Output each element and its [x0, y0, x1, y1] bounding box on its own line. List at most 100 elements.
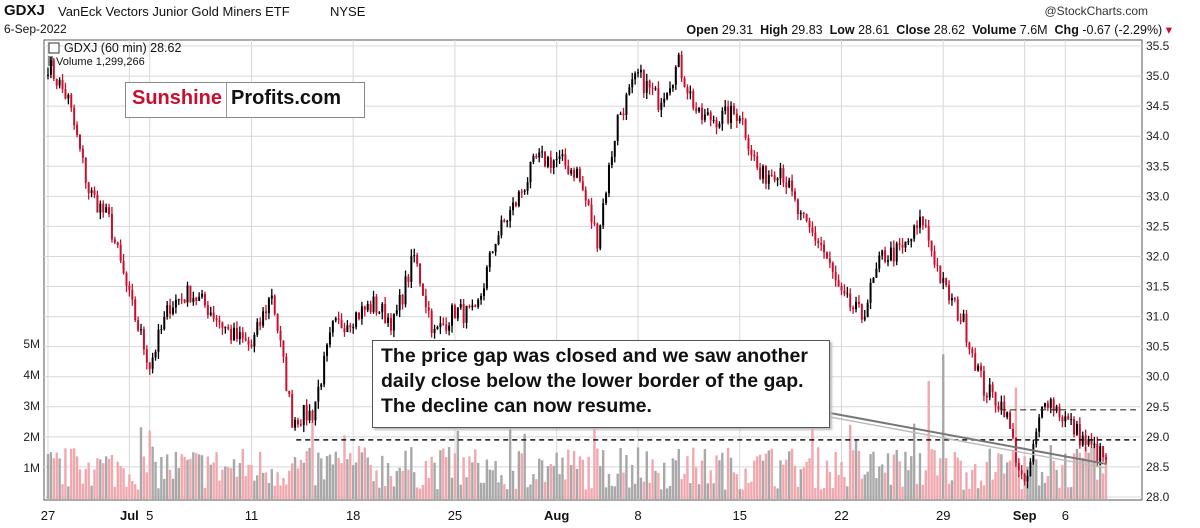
candle-body	[837, 280, 840, 287]
volume-bar	[860, 478, 864, 499]
candle-body	[189, 285, 192, 302]
candle-body	[427, 307, 430, 311]
volume-bar	[575, 468, 579, 499]
volume-bar	[247, 464, 250, 499]
candle-body	[849, 293, 852, 308]
candle-body	[823, 244, 826, 253]
volume-bar	[799, 469, 803, 499]
volume-bar	[569, 465, 573, 499]
candle-body	[762, 166, 765, 179]
price-tick-label: 34.5	[1146, 99, 1170, 113]
volume-value: 7.6M	[1019, 23, 1048, 37]
volume-bar	[741, 489, 744, 499]
candle-body	[218, 320, 221, 323]
volume-bar	[349, 453, 352, 499]
candle-body	[326, 344, 329, 356]
volume-bar	[148, 430, 151, 499]
volume-bar	[189, 458, 192, 499]
candle-body	[471, 305, 474, 308]
candle-body	[619, 113, 622, 115]
volume-bar	[104, 456, 108, 499]
time-tick-label: 11	[245, 508, 259, 523]
volume-bar	[136, 489, 140, 499]
volume-bar	[413, 472, 416, 499]
volume-bar	[494, 461, 497, 499]
candle-body	[142, 329, 145, 350]
candle-body	[520, 191, 523, 193]
volume-bar	[988, 448, 991, 499]
candle-body	[887, 260, 890, 262]
volume-bar	[648, 482, 651, 499]
candle-body	[230, 328, 233, 341]
volume-bar	[854, 438, 858, 499]
candle-body	[788, 180, 791, 188]
candle-body	[1058, 406, 1061, 418]
volume-bar	[622, 472, 625, 499]
volume-bar	[99, 459, 102, 499]
candle-body	[884, 250, 887, 262]
volume-bar	[628, 487, 631, 499]
volume-bar	[465, 477, 468, 499]
volume-bar	[122, 468, 125, 499]
candle-body	[363, 306, 366, 310]
candle-body	[294, 419, 297, 428]
candle-body	[389, 317, 392, 331]
volume-bar	[183, 456, 186, 499]
volume-bar	[761, 460, 765, 499]
candle-body	[1064, 416, 1067, 422]
volume-bar	[735, 474, 739, 499]
volume-bar	[712, 483, 715, 499]
candle-body	[1035, 431, 1038, 444]
volume-bar	[587, 456, 590, 499]
candle-body	[311, 410, 314, 421]
volume-bar	[523, 433, 526, 499]
candle-body	[950, 298, 953, 301]
candle-body	[721, 110, 724, 124]
candle-body	[605, 193, 608, 204]
volume-bar	[427, 477, 430, 499]
candle-body	[305, 404, 308, 421]
candle-body	[764, 166, 767, 184]
volume-bar	[360, 452, 364, 499]
volume-bar	[889, 484, 893, 499]
low-label: Low	[829, 23, 855, 37]
volume-bar	[49, 452, 53, 499]
volume-bar	[543, 481, 547, 499]
volume-bar	[694, 467, 698, 499]
candle-body	[419, 263, 422, 284]
candle-body	[430, 310, 433, 333]
candle-body	[825, 252, 828, 259]
candle-body	[1061, 417, 1064, 422]
time-tick-label: 25	[448, 508, 462, 523]
candle-body	[927, 225, 930, 241]
volume-bar	[1075, 448, 1079, 499]
candle-body	[76, 124, 79, 135]
price-tick-label: 31.5	[1146, 280, 1170, 294]
volume-bar	[817, 447, 820, 499]
volume-bar	[793, 465, 797, 499]
volume-bar	[703, 449, 707, 499]
volume-bar	[532, 474, 535, 499]
candle-body	[110, 213, 113, 240]
candle-body	[895, 243, 898, 262]
volume-bar	[753, 460, 756, 499]
volume-bar	[125, 486, 128, 499]
candle-body	[270, 295, 273, 299]
candle-body	[334, 318, 337, 321]
volume-bar	[636, 447, 640, 499]
volume-bar	[822, 488, 826, 499]
candle-body	[695, 108, 698, 112]
candle-body	[924, 225, 927, 227]
time-tick-label: 22	[834, 508, 848, 523]
volume-bar	[308, 447, 311, 499]
time-tick-label: Aug	[544, 508, 569, 523]
candle-body	[526, 182, 529, 191]
candle-body	[698, 107, 701, 112]
volume-bar	[497, 482, 500, 499]
time-tick-label: 6	[1062, 508, 1069, 523]
candle-body	[1038, 417, 1041, 432]
candle-body	[756, 156, 759, 168]
candle-body	[494, 244, 497, 252]
volume-bar	[476, 462, 480, 499]
candle-body	[102, 203, 105, 213]
